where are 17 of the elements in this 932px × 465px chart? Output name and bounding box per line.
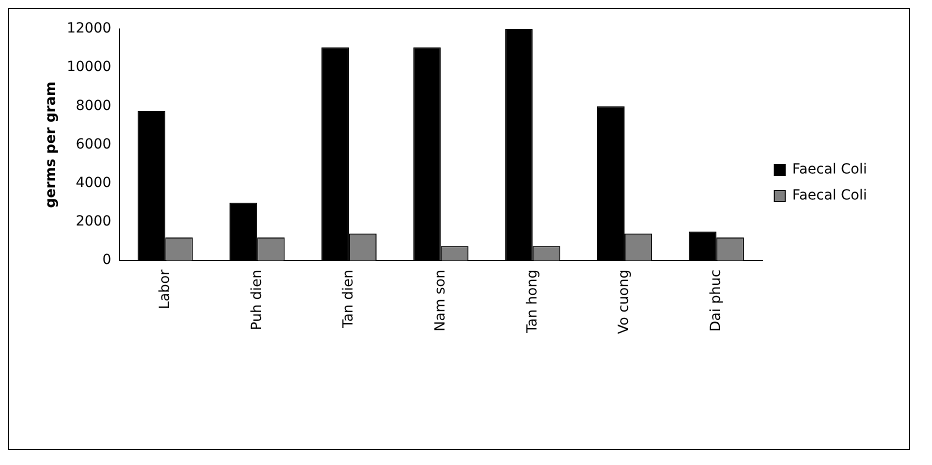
y-tick-label: 4000 [76,175,112,192]
x-tick-label: Dai phuc [708,270,724,332]
y-tick-label: 12000 [66,20,112,37]
x-tick-label: Puh dien [248,270,265,330]
x-tick-label: Tan dien [340,270,357,330]
x-tick-label: Nam son [432,270,448,332]
x-tick-label: Tan hong [524,270,540,334]
y-tick-label: 2000 [76,214,112,230]
x-tick-label: Labor [156,269,173,310]
y-axis-title: germs per gram [43,82,60,208]
legend-label: Faecal Coli [792,188,868,204]
y-tick-label: 8000 [76,98,112,114]
y-tick-label: 0 [102,252,112,268]
y-tick-label: 6000 [76,136,112,152]
y-tick-label: 10000 [66,59,112,76]
legend-label: Faecal Coli [792,162,868,178]
x-tick-label: Vo cuong [616,270,632,334]
